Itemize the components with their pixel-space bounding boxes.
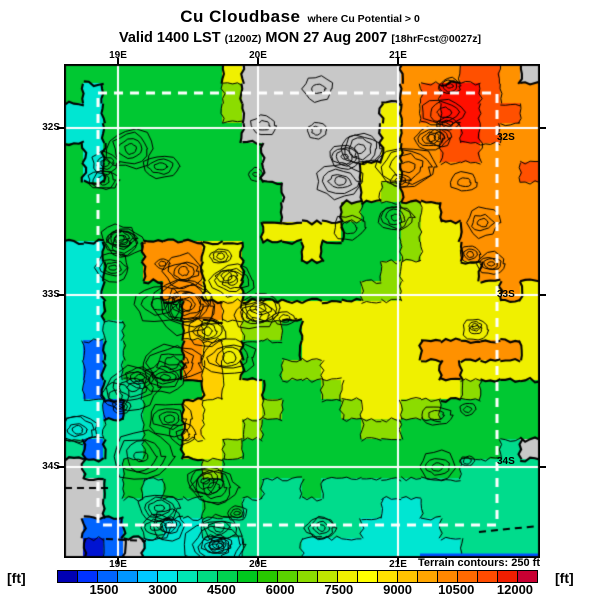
terrain-contours-note: Terrain contours: 250 ft [417, 557, 540, 569]
axis-tick [117, 58, 119, 64]
colorbar-segment-2 [97, 571, 117, 582]
colorbar-tick-6000: 6000 [265, 582, 295, 597]
colorbar-segment-12 [297, 571, 317, 582]
colorbar-segment-8 [217, 571, 237, 582]
axis-tick [57, 127, 64, 129]
colorbar-unit-right: [ft] [555, 570, 574, 586]
run-time: (1200Z) [224, 33, 262, 45]
colorbar-segment-4 [137, 571, 157, 582]
colorbar-segment-13 [317, 571, 337, 582]
axis-tick [257, 558, 259, 564]
colorbar-segment-0 [58, 571, 77, 582]
colorbar-segment-15 [357, 571, 377, 582]
colorbar-segment-5 [157, 571, 177, 582]
colorbar-tick-4500: 4500 [206, 582, 236, 597]
title-line-2: Valid 1400 LST (1200Z) MON 27 Aug 2007 [… [0, 30, 600, 46]
colorbar-segment-17 [397, 571, 417, 582]
colorbar-tick-3000: 3000 [148, 582, 178, 597]
colorbar-tick-7500: 7500 [324, 582, 354, 597]
colorbar-segment-11 [277, 571, 297, 582]
lat-label-right-33S: 33S [497, 289, 515, 300]
colorbar-segment-7 [197, 571, 217, 582]
lon-label-bottom-21E: 21E [389, 559, 407, 570]
cloudbase-colorbar [57, 570, 538, 583]
axis-tick [540, 294, 546, 296]
valid-date: MON 27 Aug 2007 [265, 30, 388, 46]
title-line-1: Cu Cloudbase where Cu Potential > 0 [0, 7, 600, 27]
lat-label-right-34S: 34S [497, 456, 515, 467]
colorbar-tick-9000: 9000 [383, 582, 413, 597]
colorbar-segment-21 [477, 571, 497, 582]
axis-tick [397, 58, 399, 64]
colorbar-segment-18 [417, 571, 437, 582]
valid-time: Valid 1400 LST [119, 30, 221, 46]
colorbar-segment-1 [77, 571, 97, 582]
colorbar-unit-left: [ft] [7, 570, 26, 586]
colorbar-segment-3 [117, 571, 137, 582]
colorbar-tick-1500: 1500 [89, 582, 119, 597]
lat-label-left-33S: 33S [42, 289, 60, 300]
colorbar-segment-10 [257, 571, 277, 582]
colorbar-segment-16 [377, 571, 397, 582]
lat-label-left-32S: 32S [42, 122, 60, 133]
colorbar-tick-10500: 10500 [438, 582, 475, 597]
axis-tick [57, 294, 64, 296]
colorbar-tick-12000: 12000 [496, 582, 534, 597]
page-title: Cu Cloudbase [180, 7, 301, 26]
lon-label-top-20E: 20E [249, 50, 267, 61]
lat-label-left-34S: 34S [42, 461, 60, 472]
lon-label-bottom-19E: 19E [109, 559, 127, 570]
axis-tick [540, 466, 546, 468]
cloudbase-map-canvas [64, 64, 540, 558]
lon-label-top-21E: 21E [389, 50, 407, 61]
lon-label-bottom-20E: 20E [249, 559, 267, 570]
lon-label-top-19E: 19E [109, 50, 127, 61]
forecast-tag: [18hrFcst@0027z] [391, 33, 481, 45]
axis-tick [257, 58, 259, 64]
colorbar-segment-20 [457, 571, 477, 582]
colorbar-segment-9 [237, 571, 257, 582]
colorbar-segment-22 [497, 571, 517, 582]
axis-tick [397, 558, 399, 564]
axis-tick [57, 466, 64, 468]
lat-label-right-32S: 32S [497, 132, 515, 143]
title-block: Cu Cloudbase where Cu Potential > 0 Valid… [0, 7, 600, 46]
colorbar-segment-14 [337, 571, 357, 582]
axis-tick [540, 127, 546, 129]
colorbar-segment-23 [517, 571, 537, 582]
axis-tick [117, 558, 119, 564]
colorbar-segment-6 [177, 571, 197, 582]
title-qualifier: where Cu Potential > 0 [307, 13, 420, 25]
colorbar-segment-19 [437, 571, 457, 582]
